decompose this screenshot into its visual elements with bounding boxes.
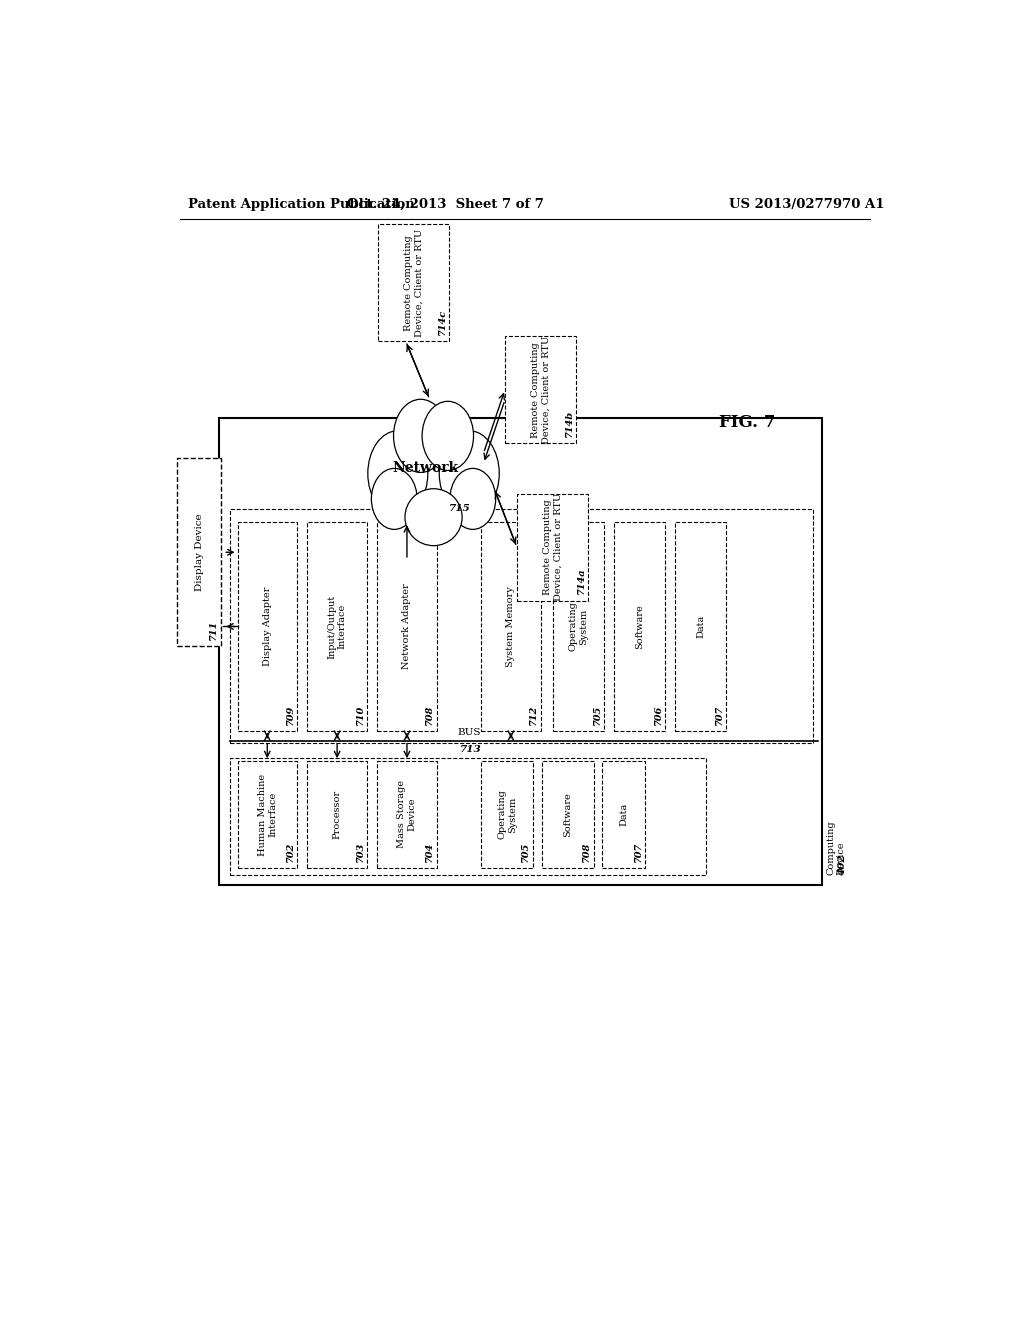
Text: Computing
Device: Computing Device [826,820,846,875]
Text: Operating
System: Operating System [498,789,517,840]
Text: Patent Application Publication: Patent Application Publication [187,198,415,211]
Text: Remote Computing
Device, Client or RTU: Remote Computing Device, Client or RTU [543,494,562,602]
Text: Network: Network [392,462,459,475]
Text: Display Adapter: Display Adapter [263,587,271,667]
Text: 708: 708 [425,705,434,725]
Text: 710: 710 [355,705,365,725]
Ellipse shape [450,469,496,529]
Ellipse shape [372,469,417,529]
Text: US 2013/0277970 A1: US 2013/0277970 A1 [729,198,885,211]
Ellipse shape [368,430,428,516]
Text: 705: 705 [593,705,602,725]
Bar [481,762,532,867]
Ellipse shape [439,430,500,516]
Text: Software: Software [635,605,644,649]
Text: Human Machine
Interface: Human Machine Interface [258,774,276,855]
Text: 711: 711 [210,620,218,640]
Text: Remote Computing
Device, Client or RTU: Remote Computing Device, Client or RTU [531,335,550,444]
Bar [377,762,436,867]
Ellipse shape [404,488,462,545]
Ellipse shape [422,401,473,470]
Ellipse shape [393,399,447,473]
Text: Display Device: Display Device [195,513,204,591]
Text: 709: 709 [286,705,295,725]
Text: 713: 713 [460,744,481,754]
Text: Remote Computing
Device, Client or RTU: Remote Computing Device, Client or RTU [404,228,423,337]
Text: 714c: 714c [438,309,447,335]
Text: 708: 708 [583,841,592,862]
Bar [378,224,450,342]
Bar [613,523,666,731]
Bar [229,510,813,743]
Text: 705: 705 [521,841,530,862]
Text: Data: Data [620,803,628,826]
Text: Input/Output
Interface: Input/Output Interface [328,594,347,659]
Text: 402: 402 [839,853,847,875]
Bar [481,523,541,731]
Bar [543,762,594,867]
Text: Processor: Processor [333,789,342,840]
Text: Oct. 24, 2013  Sheet 7 of 7: Oct. 24, 2013 Sheet 7 of 7 [347,198,544,211]
Text: Software: Software [563,792,572,837]
Text: BUS: BUS [458,727,481,737]
Text: Data: Data [696,615,706,638]
Bar [238,523,297,731]
Bar [219,417,822,886]
Bar [307,762,367,867]
Text: 703: 703 [355,841,365,862]
Bar [675,523,726,731]
Text: 706: 706 [654,705,663,725]
Text: Operating
System: Operating System [568,602,588,651]
Text: 704: 704 [425,841,434,862]
Text: 714a: 714a [577,568,586,594]
Text: 702: 702 [286,841,295,862]
Text: Mass Storage
Device: Mass Storage Device [397,780,417,849]
Text: 712: 712 [529,705,539,725]
Ellipse shape [389,422,478,535]
Text: 707: 707 [715,705,724,725]
Text: 715: 715 [450,504,471,513]
Text: Network Adapter: Network Adapter [402,583,412,669]
Bar [238,762,297,867]
Bar [307,523,367,731]
Text: 714b: 714b [565,409,574,437]
Bar [505,337,577,444]
Bar [177,458,221,647]
Bar [602,762,645,867]
Text: 707: 707 [634,841,643,862]
Bar [553,523,604,731]
Bar [229,758,706,875]
Bar [517,494,588,601]
Text: FIG. 7: FIG. 7 [719,414,775,432]
Bar [377,523,436,731]
Text: System Memory: System Memory [507,586,515,667]
